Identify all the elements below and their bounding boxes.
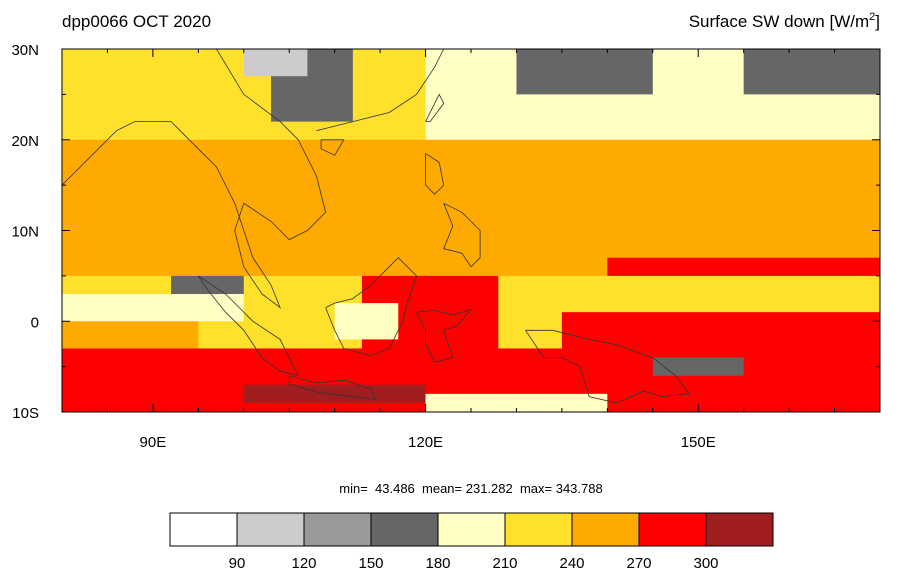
colorbar-box	[303, 512, 372, 547]
coastline-2	[197, 275, 300, 377]
coastline-outline	[62, 49, 690, 404]
field-region-15	[425, 393, 608, 412]
colorbar-box	[169, 512, 238, 547]
field-region-6	[743, 49, 880, 95]
coastline-6	[425, 153, 445, 195]
coastline-4	[325, 257, 417, 357]
field-region-4	[243, 49, 308, 77]
coastline-8	[525, 329, 690, 404]
x-tick-label: 90E	[140, 434, 167, 451]
colorbar-box	[638, 512, 707, 547]
field-region-1	[62, 139, 880, 276]
colorbar-box	[504, 512, 573, 547]
coastline-7	[443, 202, 481, 268]
field-region-13	[62, 294, 244, 322]
chart-title-left: dpp0066 OCT 2020	[62, 12, 211, 31]
title-units-end: ]	[875, 12, 880, 31]
map-field	[62, 49, 880, 412]
coastline-0	[62, 49, 327, 309]
field-region-16	[171, 275, 244, 295]
y-tick-label: 10S	[12, 405, 39, 422]
axis-ticks: 90E 120E 150E 30N 20N 10N 0 10S	[11, 42, 881, 451]
colorbar-label: 210	[492, 555, 517, 572]
colorbar-label: 300	[693, 555, 718, 572]
title-units-base: Surface SW down [W/m	[689, 12, 869, 31]
colorbar-label: 180	[425, 555, 450, 572]
colorbar-label: 240	[559, 555, 584, 572]
colorbar: 90 120 150 180 210 240 270 300	[169, 512, 774, 572]
field-region-12	[243, 384, 426, 403]
y-tick-label: 30N	[11, 42, 39, 59]
x-tick-label: 150E	[681, 434, 716, 451]
colorbar-label: 120	[291, 555, 316, 572]
colorbar-box	[437, 512, 506, 547]
colorbar-label: 150	[358, 555, 383, 572]
coastline-9	[425, 93, 445, 122]
field-region-10	[607, 257, 880, 276]
field-region-5	[516, 49, 653, 95]
y-tick-label: 10N	[11, 224, 39, 241]
colorbar-box	[370, 512, 439, 547]
y-tick-label: 20N	[11, 133, 39, 150]
colorbar-box	[236, 512, 305, 547]
field-region-14	[334, 303, 399, 340]
colorbar-label: 270	[626, 555, 651, 572]
coastline-1	[316, 49, 445, 132]
field-region-17	[652, 357, 744, 376]
colorbar-box	[571, 512, 640, 547]
chart-title-right: Surface SW down [W/m2]	[689, 11, 880, 31]
colorbar-box	[705, 512, 774, 547]
y-tick-label: 0	[31, 314, 39, 331]
coastline-10	[320, 139, 345, 156]
title-units-superscript: 2	[869, 11, 875, 23]
stats-text: min= 43.486 mean= 231.282 max= 343.788	[339, 481, 602, 496]
coastline-3	[288, 375, 377, 400]
x-tick-label: 120E	[408, 434, 443, 451]
coastline-5	[416, 308, 473, 363]
field-region-9	[561, 312, 880, 349]
colorbar-label: 90	[229, 555, 246, 572]
